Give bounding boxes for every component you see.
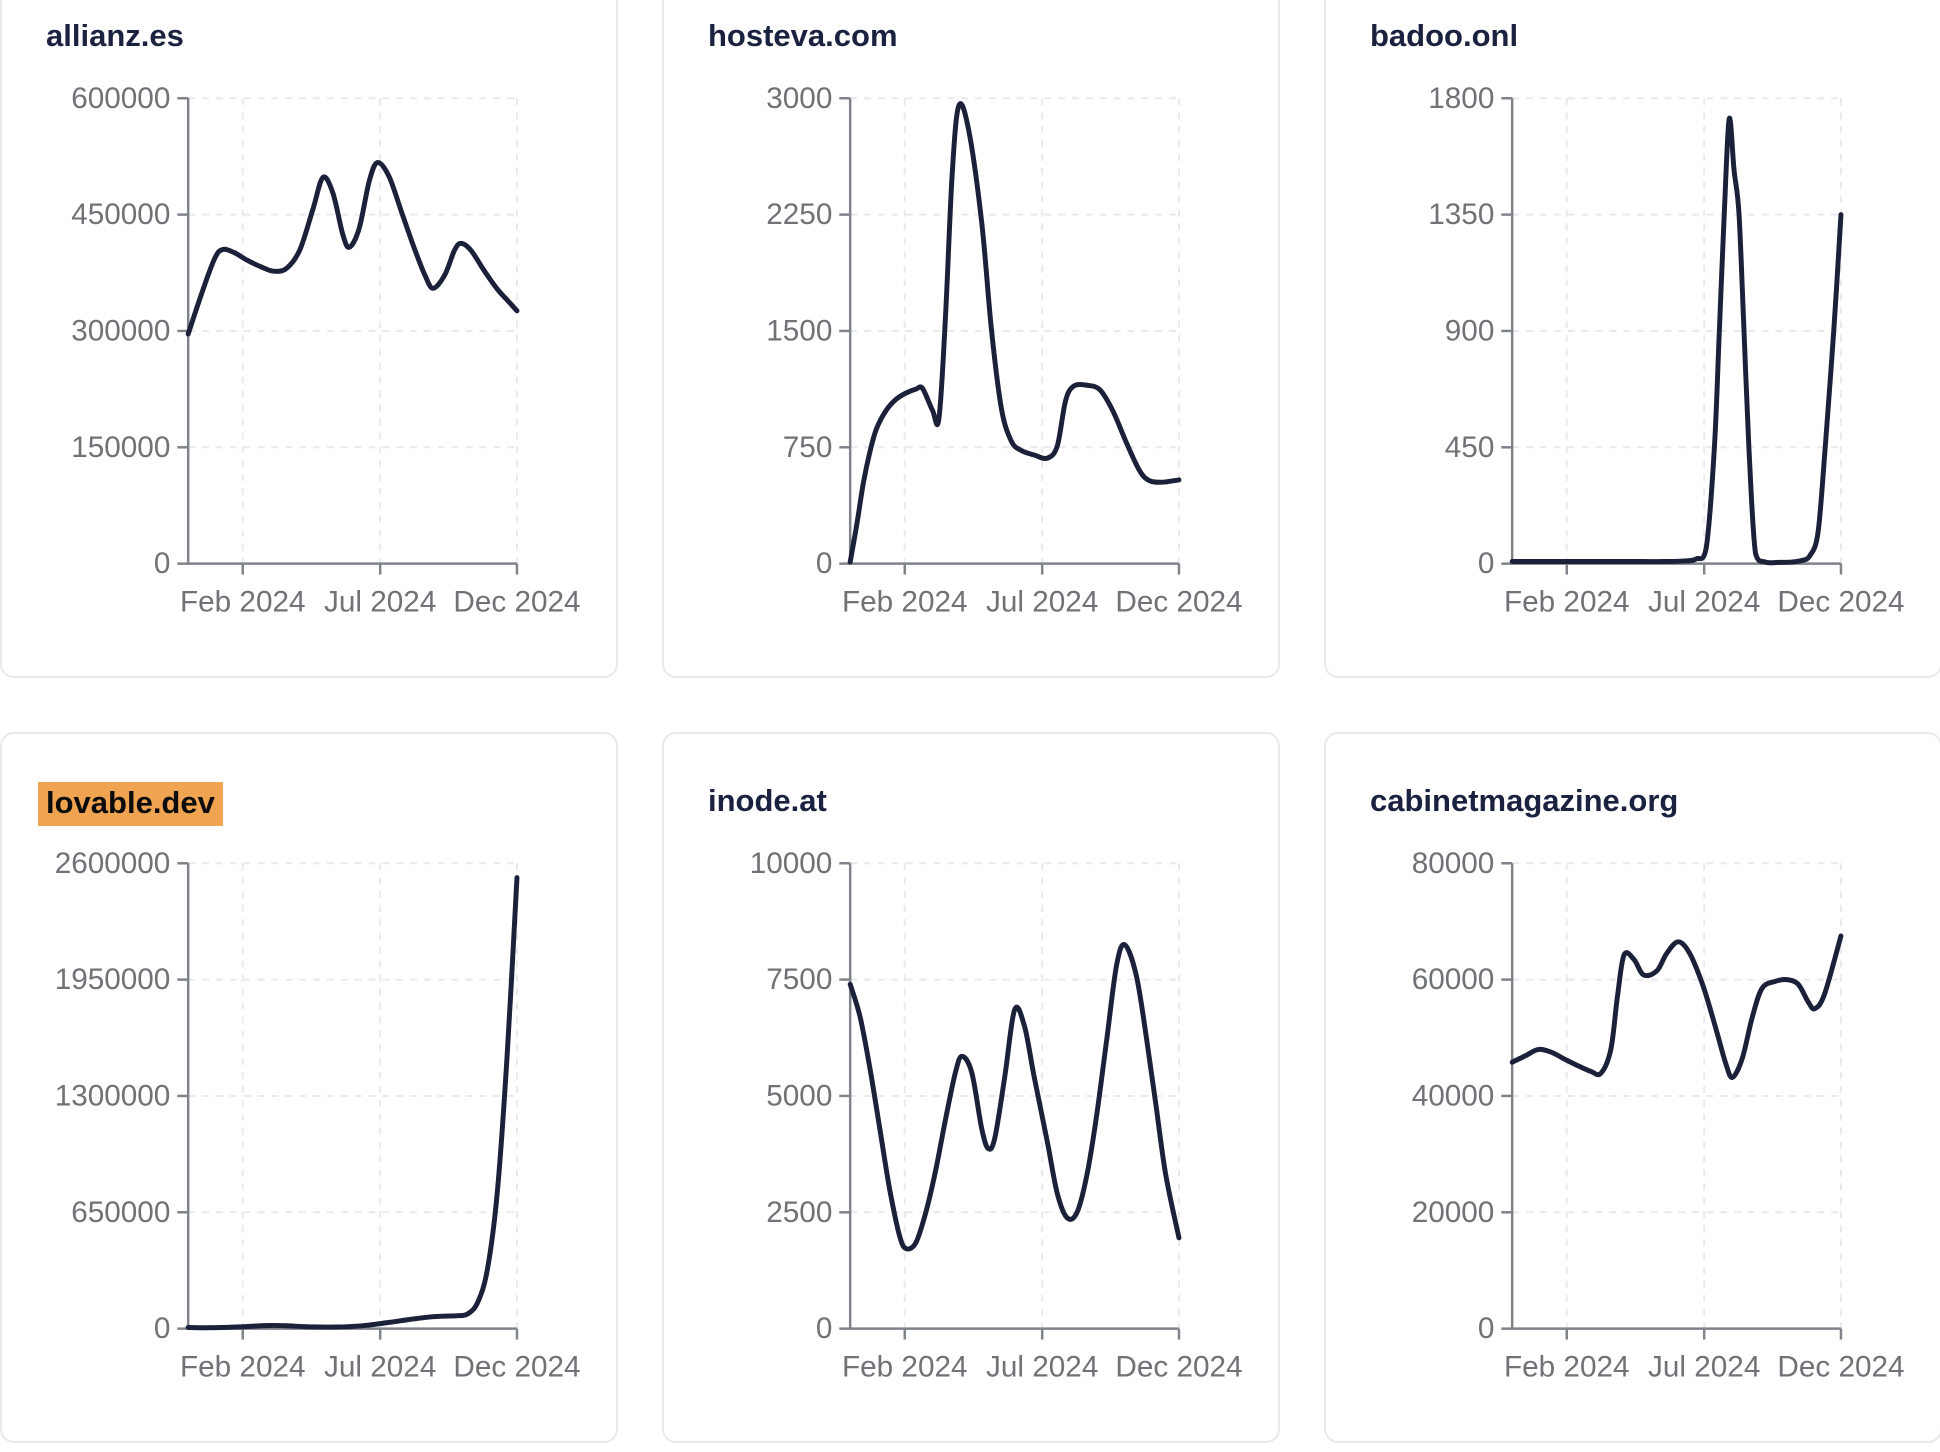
chart-title-highlighted: lovable.dev — [38, 782, 223, 826]
svg-text:Feb 2024: Feb 2024 — [1504, 585, 1630, 618]
chart-card-cabinetmagazine-org: cabinetmagazine.org 0 20000 40000 60000 8000… — [1324, 732, 1940, 1443]
svg-text:450: 450 — [1445, 431, 1495, 464]
svg-text:900: 900 — [1445, 314, 1495, 347]
svg-text:0: 0 — [154, 547, 171, 580]
chart-title: badoo.onl — [1370, 18, 1519, 53]
chart-title: hosteva.com — [708, 18, 898, 53]
svg-text:150000: 150000 — [71, 431, 170, 464]
svg-text:450000: 450000 — [71, 198, 170, 231]
svg-text:Feb 2024: Feb 2024 — [842, 1350, 968, 1383]
chart-card-hosteva-com: hosteva.com 0 750 1500 2250 3000 Feb 2024 Jul … — [662, 0, 1280, 678]
svg-text:1300000: 1300000 — [55, 1079, 171, 1112]
svg-text:20000: 20000 — [1412, 1196, 1495, 1229]
trend-line-chart: 0 450 900 1350 1800 Feb 2024 Jul 2024 Dec 2024 — [1428, 82, 1904, 619]
svg-text:0: 0 — [816, 1312, 833, 1345]
chart-card-badoo-onl: badoo.onl 0 450 900 1350 1800 Feb 2024 Jul 202… — [1324, 0, 1940, 678]
chart-title: inode.at — [708, 783, 827, 818]
svg-text:0: 0 — [154, 1312, 171, 1345]
svg-text:Feb 2024: Feb 2024 — [1504, 1350, 1630, 1383]
chart-card-allianz-es: allianz.es 0 150000 300000 450000 600000 Feb … — [0, 0, 618, 678]
svg-text:Dec 2024: Dec 2024 — [453, 585, 580, 618]
svg-text:10000: 10000 — [750, 847, 833, 880]
trend-line-chart: 0 750 1500 2250 3000 Feb 2024 Jul 2024 Dec 2024 — [766, 82, 1242, 619]
svg-text:Jul 2024: Jul 2024 — [1648, 1350, 1760, 1383]
svg-text:Jul 2024: Jul 2024 — [986, 585, 1098, 618]
svg-text:3000: 3000 — [766, 82, 832, 115]
svg-text:1950000: 1950000 — [55, 963, 171, 996]
svg-text:0: 0 — [1478, 1312, 1495, 1345]
svg-text:40000: 40000 — [1412, 1079, 1495, 1112]
svg-text:Jul 2024: Jul 2024 — [986, 1350, 1098, 1383]
svg-text:Feb 2024: Feb 2024 — [180, 585, 306, 618]
svg-text:Jul 2024: Jul 2024 — [324, 585, 436, 618]
svg-text:1500: 1500 — [766, 314, 832, 347]
svg-text:Dec 2024: Dec 2024 — [1115, 1350, 1242, 1383]
trend-line-chart: 0 2500 5000 7500 10000 Feb 2024 Jul 2024 Dec 20… — [750, 847, 1243, 1384]
trend-line-chart: 0 20000 40000 60000 80000 Feb 2024 Jul 2024 Dec… — [1412, 847, 1905, 1384]
svg-text:600000: 600000 — [71, 82, 170, 115]
svg-text:Feb 2024: Feb 2024 — [180, 1350, 306, 1383]
svg-text:Dec 2024: Dec 2024 — [1777, 585, 1904, 618]
svg-text:7500: 7500 — [766, 963, 832, 996]
svg-text:300000: 300000 — [71, 314, 170, 347]
svg-text:2500: 2500 — [766, 1196, 832, 1229]
svg-text:1800: 1800 — [1428, 82, 1494, 115]
chart-card-lovable-dev: lovable.dev 0 650000 1300000 1950000 2600000… — [0, 732, 618, 1443]
svg-text:80000: 80000 — [1412, 847, 1495, 880]
svg-text:Jul 2024: Jul 2024 — [1648, 585, 1760, 618]
svg-text:750: 750 — [783, 431, 833, 464]
svg-text:60000: 60000 — [1412, 963, 1495, 996]
svg-text:5000: 5000 — [766, 1079, 832, 1112]
svg-text:Dec 2024: Dec 2024 — [1115, 585, 1242, 618]
svg-text:1350: 1350 — [1428, 198, 1494, 231]
svg-text:Jul 2024: Jul 2024 — [324, 1350, 436, 1383]
trend-line-chart: 0 650000 1300000 1950000 2600000 Feb 2024 Jul … — [55, 847, 581, 1384]
svg-text:2250: 2250 — [766, 198, 832, 231]
svg-text:Dec 2024: Dec 2024 — [1777, 1350, 1904, 1383]
svg-text:0: 0 — [1478, 547, 1495, 580]
svg-text:2600000: 2600000 — [55, 847, 171, 880]
svg-text:650000: 650000 — [71, 1196, 170, 1229]
svg-text:Dec 2024: Dec 2024 — [453, 1350, 580, 1383]
chart-title: allianz.es — [46, 18, 184, 53]
chart-title: cabinetmagazine.org — [1370, 783, 1679, 818]
chart-card-inode-at: inode.at 0 2500 5000 7500 10000 Feb 2024 Jul 2… — [662, 732, 1280, 1443]
svg-text:Feb 2024: Feb 2024 — [842, 585, 968, 618]
trend-line-chart: 0 150000 300000 450000 600000 Feb 2024 Jul 202… — [71, 82, 580, 619]
svg-text:0: 0 — [816, 547, 833, 580]
